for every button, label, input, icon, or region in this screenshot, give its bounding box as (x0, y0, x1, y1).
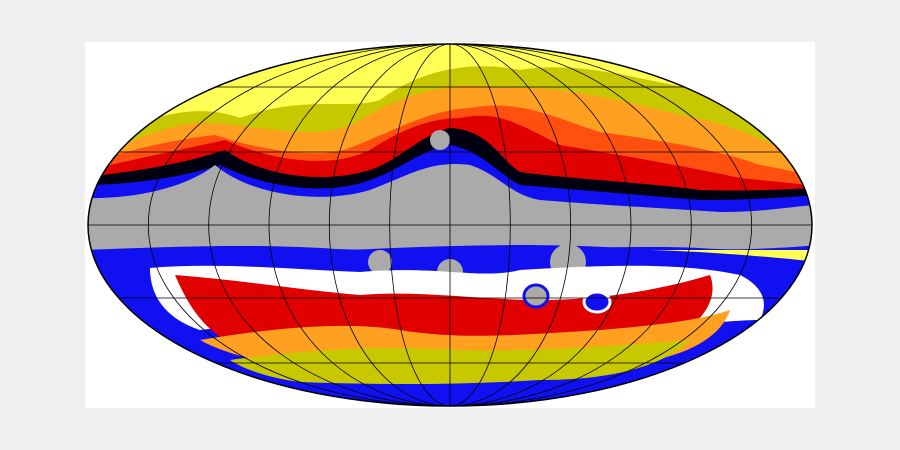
region-olive-south (230, 340, 690, 385)
map-outline (87, 43, 813, 407)
spot (430, 130, 450, 150)
spot (368, 250, 392, 274)
spot (522, 283, 550, 309)
spot (582, 290, 612, 314)
graticule (87, 43, 813, 407)
